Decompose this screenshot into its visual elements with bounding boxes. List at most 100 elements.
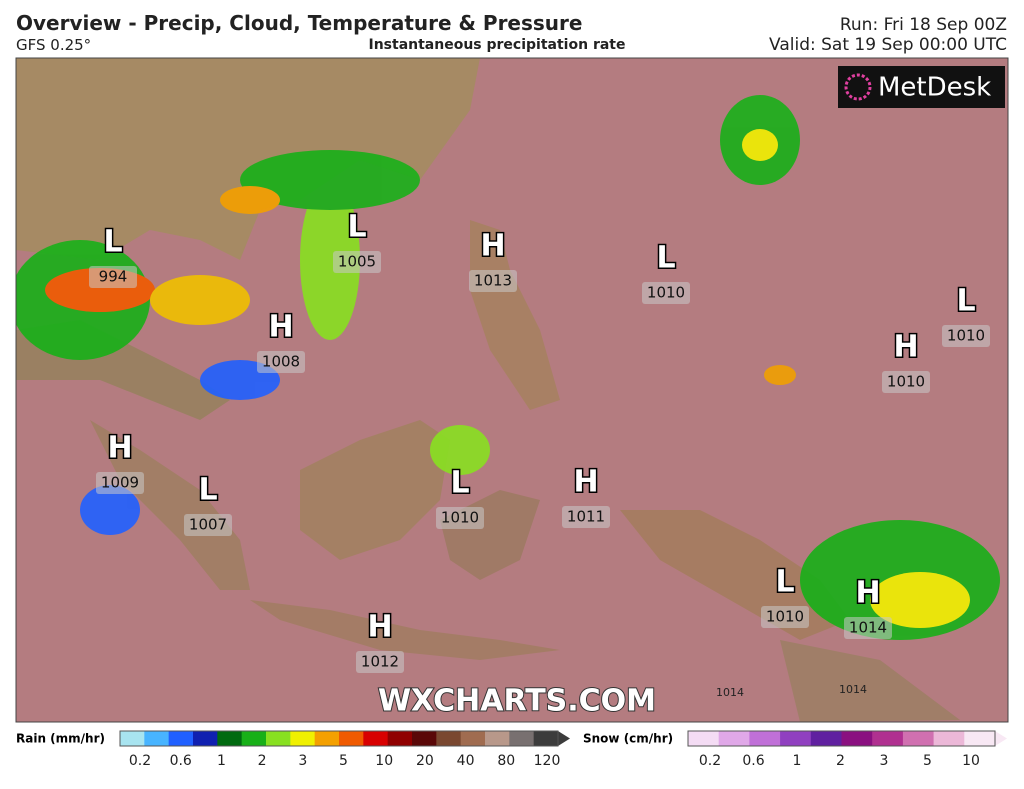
value-box (436, 507, 484, 529)
legend-swatch (718, 731, 750, 746)
legend-label: 1 (793, 753, 802, 769)
center-type: L (450, 466, 469, 501)
rain-title: Rain (mm/hr) (16, 732, 105, 746)
center-value: 994 (99, 268, 128, 286)
value-box (761, 606, 809, 628)
legend-arrow (995, 731, 1007, 746)
legend-swatch (217, 731, 243, 746)
watermark: WXCHARTS.COM (378, 684, 656, 719)
center-value: 1010 (766, 608, 804, 626)
model: GFS 0.25° (16, 36, 91, 54)
center-value: 1008 (262, 353, 300, 371)
legend-swatch (810, 731, 842, 746)
value-box (333, 251, 381, 273)
legend-swatch (266, 731, 291, 746)
title: Overview - Precip, Cloud, Temperature & … (16, 11, 582, 35)
center-value: 1005 (338, 253, 376, 271)
legend-swatch (460, 731, 486, 746)
value-box (642, 282, 690, 304)
value-box (882, 371, 930, 393)
legend-swatch (964, 731, 996, 746)
center-type: H (573, 465, 598, 500)
legend-arrow (558, 731, 570, 746)
value-box (356, 651, 404, 673)
legend-swatch (339, 731, 364, 746)
center-type: L (103, 225, 122, 260)
legend-label: 0.2 (129, 753, 151, 769)
legend-swatch (902, 731, 935, 746)
legend-swatch (533, 731, 559, 746)
center-value: 1007 (189, 516, 227, 534)
center-type: L (956, 284, 975, 319)
legend-label: 40 (457, 753, 475, 769)
center-type: L (198, 473, 217, 508)
legend-label: 0.2 (699, 753, 721, 769)
center-type: H (855, 576, 880, 611)
legend-label: 5 (923, 753, 932, 769)
legend-label: 5 (339, 753, 348, 769)
legend-label: 2 (836, 753, 845, 769)
center-type: H (107, 431, 132, 466)
center-type: H (893, 330, 918, 365)
map: MetDesk WXCHARTS.COM (15, 57, 1009, 723)
isobar-label: 1014 (839, 683, 867, 696)
legend-label: 3 (298, 753, 307, 769)
center-value: 1010 (887, 373, 925, 391)
legend-swatch (412, 731, 437, 746)
isobar-label: 1014 (716, 686, 744, 699)
legend-label: 20 (416, 753, 434, 769)
legend-label: 0.6 (742, 753, 764, 769)
value-box (257, 351, 305, 373)
run: Run: Fri 18 Sep 00Z (840, 15, 1007, 35)
center-value: 1011 (567, 508, 605, 526)
legend-frame (119, 730, 559, 747)
legend-swatch (509, 731, 535, 746)
center-value: 1010 (947, 327, 985, 345)
value-box (184, 514, 232, 536)
legend-swatch (168, 731, 194, 746)
legend-swatch (780, 731, 812, 746)
legend-swatch (314, 731, 340, 746)
legend-swatch (872, 731, 904, 746)
legend-label: 80 (497, 753, 515, 769)
value-box (942, 325, 990, 347)
logo-box (838, 66, 1005, 108)
center-value: 1014 (849, 619, 887, 637)
legend-swatch (363, 731, 389, 746)
center-value: 1010 (441, 509, 479, 527)
legend-label: 0.6 (170, 753, 192, 769)
legend-label: 1 (217, 753, 226, 769)
center-type: L (656, 241, 675, 276)
value-box (844, 617, 892, 639)
legend-swatch (144, 731, 170, 746)
legend-label: 10 (962, 753, 980, 769)
legend-swatch (193, 731, 218, 746)
value-box (562, 506, 610, 528)
center-type: L (775, 565, 794, 600)
legend-swatch (485, 731, 510, 746)
legend-label: 3 (880, 753, 889, 769)
center-value: 1012 (361, 653, 399, 671)
valid: Valid: Sat 19 Sep 00:00 UTC (769, 35, 1007, 55)
logo: MetDesk (878, 73, 991, 103)
product: Instantaneous precipitation rate (369, 37, 626, 53)
center-value: 1010 (647, 284, 685, 302)
legend-swatch (290, 731, 316, 746)
legend-swatch (436, 731, 462, 746)
legend-swatch (749, 731, 781, 746)
legend-swatch (933, 731, 965, 746)
legend-swatch (120, 731, 145, 746)
legend-label: 10 (375, 753, 393, 769)
center-type: H (367, 610, 392, 645)
center-value: 1013 (474, 272, 512, 290)
snow-title: Snow (cm/hr) (583, 732, 673, 746)
legend-frame (687, 730, 996, 747)
legend-label: 2 (258, 753, 267, 769)
value-box (89, 266, 137, 288)
legend-label: 120 (534, 753, 561, 769)
value-box (469, 270, 517, 292)
center-type: H (268, 310, 293, 345)
legend-swatch (241, 731, 267, 746)
center-value: 1009 (101, 474, 139, 492)
